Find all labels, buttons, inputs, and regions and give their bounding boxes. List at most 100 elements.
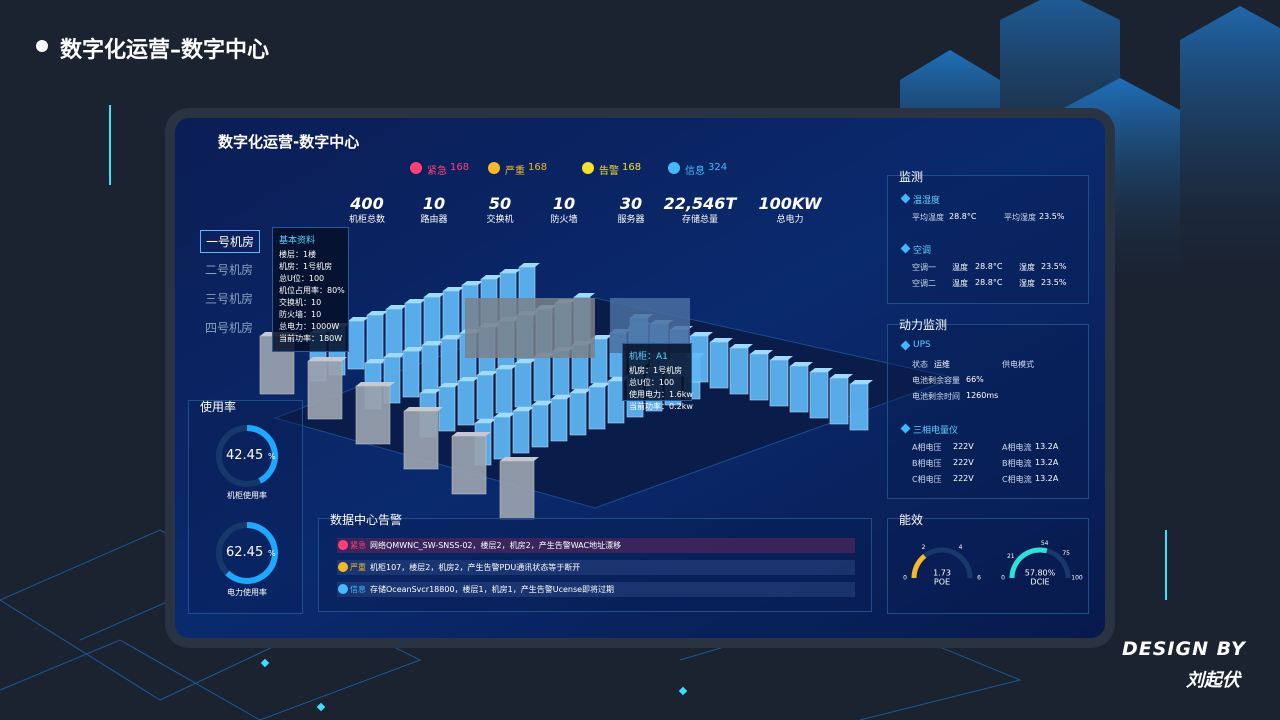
info-card-line: 当前功率：0.2kw bbox=[629, 402, 693, 411]
info-card-title: 机柜：A1 bbox=[629, 352, 668, 362]
alarm-row-bg bbox=[337, 538, 855, 553]
metric-text: C相电流 bbox=[1002, 475, 1032, 484]
metric-text: 28.8°C bbox=[975, 278, 1003, 287]
panel-title: 监测 bbox=[899, 170, 924, 184]
alert-label[interactable]: 紧急 bbox=[427, 166, 447, 177]
metric-text: 平均温度 bbox=[912, 213, 944, 222]
page-title: 数字化运营–数字中心 bbox=[60, 38, 270, 63]
screen-title: 数字化运营-数字中心 bbox=[218, 133, 360, 151]
metric-text: 13.2A bbox=[1035, 442, 1059, 451]
metric-text: 湿度 bbox=[1019, 263, 1035, 272]
rack-top bbox=[405, 299, 426, 303]
stat-value: 10 bbox=[422, 194, 446, 213]
gauge-name: DCIE bbox=[1030, 578, 1049, 587]
rack-top bbox=[500, 457, 539, 461]
section-title: 三相电量仪 bbox=[913, 426, 959, 436]
alarm-text[interactable]: 网络QMWNC_SW-SNSS-02，楼层2，机房2，产生告警WAC地址漂移 bbox=[370, 541, 622, 550]
rack-top bbox=[477, 371, 498, 375]
donut-unit: % bbox=[268, 549, 276, 558]
donut-arc bbox=[246, 425, 278, 484]
metric-text: 平均湿度 bbox=[1004, 213, 1036, 222]
rack-top bbox=[403, 347, 424, 351]
gauge-value: 1.73 bbox=[933, 569, 951, 578]
alarm-icon bbox=[338, 584, 348, 594]
metric-text: B相电压 bbox=[912, 459, 942, 468]
alert-label[interactable]: 严重 bbox=[505, 166, 525, 177]
stat-label: 存储总量 bbox=[681, 215, 718, 225]
alert-icon bbox=[488, 162, 500, 174]
gauge-tick: 0 bbox=[903, 575, 907, 582]
stat-label: 路由器 bbox=[420, 215, 448, 225]
rack-top bbox=[420, 389, 441, 393]
panel-title: 能效 bbox=[899, 513, 924, 527]
metric-text: 13.2A bbox=[1035, 474, 1059, 483]
stat-label: 服务器 bbox=[617, 215, 645, 225]
alarm-level: 信息 bbox=[350, 585, 366, 594]
rack-top bbox=[710, 338, 733, 342]
rack-top bbox=[850, 380, 873, 384]
info-card-line: 总U位：100 bbox=[279, 274, 325, 283]
stat-value: 30 bbox=[619, 194, 643, 213]
info-card-line: 使用电力：1.6kw bbox=[629, 390, 693, 399]
stat-value: 10 bbox=[552, 194, 576, 213]
rack-top bbox=[308, 357, 347, 361]
metric-text: 28.8°C bbox=[975, 262, 1003, 271]
info-card-title: 基本资料 bbox=[279, 236, 316, 246]
room-tab[interactable]: 四号机房 bbox=[204, 321, 253, 335]
info-card bbox=[622, 343, 692, 401]
rack bbox=[307, 360, 343, 420]
credit-line: DESIGN BY bbox=[1122, 638, 1246, 660]
alert-label[interactable]: 告警 bbox=[599, 166, 619, 177]
rack-top bbox=[810, 368, 833, 372]
rack-top bbox=[494, 413, 515, 417]
metric-text: 湿度 bbox=[1019, 279, 1035, 288]
gauge-name: POE bbox=[934, 578, 950, 587]
gauge-arc bbox=[1009, 547, 1048, 579]
donut-value: 42.45 bbox=[226, 448, 264, 463]
gauge-tick: 75 bbox=[1062, 550, 1070, 557]
metric-text: 222V bbox=[953, 442, 974, 451]
alarm-text[interactable]: 存储OceanSvcr18800，楼层1，机房1，产生告警Ucense即将过期 bbox=[370, 585, 615, 594]
donut-value: 62.45 bbox=[226, 545, 264, 560]
alert-icon bbox=[410, 162, 422, 174]
rack-top bbox=[439, 383, 460, 387]
gauge-tick: 0 bbox=[1001, 575, 1005, 582]
gauge-tick: 21 bbox=[1007, 553, 1015, 560]
power-panel bbox=[887, 324, 1089, 499]
rack-top bbox=[404, 407, 443, 411]
panel-title: 动力监测 bbox=[899, 318, 948, 332]
room-tab[interactable]: 一号机房 bbox=[200, 230, 260, 253]
room-tab[interactable]: 二号机房 bbox=[204, 263, 253, 277]
metric-text: 供电模式 bbox=[1002, 360, 1034, 369]
rack-top bbox=[730, 344, 753, 348]
info-card-line: 防火墙：10 bbox=[279, 310, 322, 319]
alert-icon bbox=[668, 162, 680, 174]
alarm-text[interactable]: 机柜107，楼层2，机房2，产生告警PDU通讯状态等于断开 bbox=[370, 563, 581, 572]
rack-top bbox=[475, 419, 496, 423]
alarm-level: 严重 bbox=[350, 563, 366, 572]
gauge-tick: 54 bbox=[1041, 540, 1049, 547]
alert-count: 168 bbox=[450, 162, 470, 173]
donut-arc bbox=[225, 522, 278, 584]
metric-text: 空调一 bbox=[912, 263, 936, 272]
metric-text: 状态 bbox=[912, 360, 928, 369]
rack bbox=[403, 410, 439, 470]
rack-top bbox=[384, 353, 405, 357]
info-card-line: 交换机：10 bbox=[279, 298, 322, 307]
stat-value: 400 bbox=[350, 194, 384, 213]
alert-label[interactable]: 信息 bbox=[685, 166, 705, 177]
alert-count: 168 bbox=[622, 162, 642, 173]
section-title: 温湿度 bbox=[913, 196, 941, 206]
gauge-tick: 100 bbox=[1071, 575, 1083, 582]
rack-top bbox=[443, 287, 464, 291]
gauge-tick: 2 bbox=[922, 544, 926, 551]
rack-top bbox=[500, 269, 521, 273]
panel-title: 数据中心告警 bbox=[330, 513, 403, 527]
metric-text: 23.5% bbox=[1039, 212, 1065, 221]
rack-top bbox=[356, 382, 395, 386]
alert-icon bbox=[582, 162, 594, 174]
metric-text: 222V bbox=[953, 458, 974, 467]
room-tab[interactable]: 三号机房 bbox=[204, 292, 253, 306]
alert-count: 324 bbox=[708, 162, 728, 173]
